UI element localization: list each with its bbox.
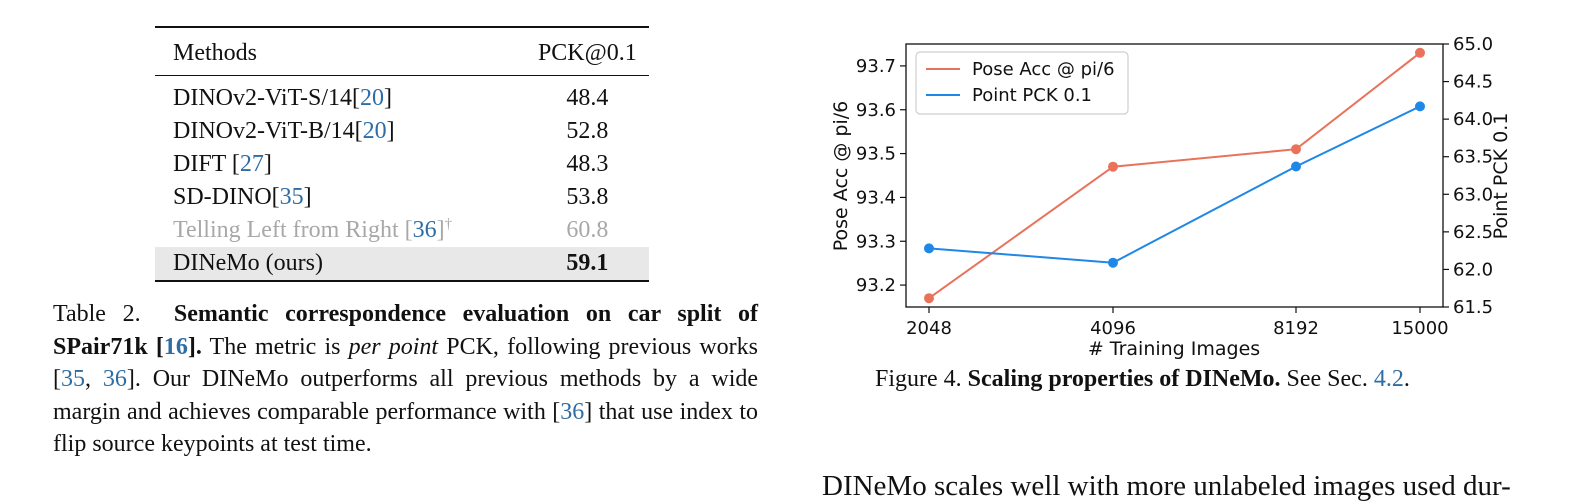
figure-caption-title: Scaling properties of DINeMo. (967, 366, 1281, 392)
header-pck: PCK@0.1 (537, 39, 637, 66)
legend: Pose Acc @ pi/6 Point PCK 0.1 (915, 51, 1129, 115)
data-point-pck (1291, 161, 1301, 172)
value-cell: 48.4 (566, 85, 609, 111)
table-caption: Table 2. Semantic correspondence evaluat… (53, 301, 759, 457)
citation-link[interactable]: 20 (362, 118, 387, 144)
section-link[interactable]: 4.2 (1373, 366, 1404, 392)
left-axis-label: Pose Acc @ pi/6 (830, 101, 852, 252)
x-tick-label: 15000 (1391, 318, 1448, 339)
left-tick-label: 93.6 (856, 100, 896, 121)
x-axis-ticks: 2048 4096 8192 15000 (906, 307, 1449, 339)
plot-frame (905, 43, 1444, 308)
x-tick-label: 4096 (1090, 318, 1136, 339)
series-line-pck (928, 105, 1421, 264)
table-row: SD-DINO[35] 53.8 (155, 181, 649, 214)
series-layer (924, 47, 1425, 304)
method-cell: SD-DINO[35] (173, 184, 312, 210)
caption-title: Semantic correspondence evaluation on ca… (53, 301, 759, 360)
citation-link[interactable]: 20 (360, 85, 385, 111)
left-tick-label: 93.3 (856, 231, 896, 252)
value-cell: 59.1 (525, 247, 649, 281)
citation-link[interactable]: 36 (560, 398, 585, 425)
left-tick-label: 93.7 (856, 56, 896, 77)
citation-link[interactable]: 27 (239, 151, 264, 177)
data-point-pose (1108, 161, 1118, 172)
table-row: Telling Left from Right [36]† 60.8 (155, 214, 649, 247)
legend-label-pose: Pose Acc @ pi/6 (972, 59, 1115, 80)
data-point-pose (1415, 47, 1425, 58)
table-row-ours: DINeMo (ours) 59.1 (155, 247, 649, 281)
value-cell: 48.3 (566, 151, 609, 177)
method-cell: DIFT [27] (173, 151, 272, 177)
right-tick-label: 62.5 (1453, 222, 1493, 243)
method-cell: Telling Left from Right [36]† (173, 216, 453, 243)
right-tick-label: 64.5 (1453, 72, 1493, 93)
x-tick-label: 8192 (1273, 318, 1319, 339)
left-tick-label: 93.5 (856, 144, 896, 165)
method-cell: DINOv2-ViT-B/14[20] (173, 118, 395, 144)
right-tick-label: 61.5 (1453, 297, 1493, 318)
x-axis-label: # Training Images (1088, 338, 1260, 360)
right-tick-label: 64.0 (1453, 109, 1493, 130)
data-point-pose (924, 293, 934, 304)
scaling-chart: 2048 4096 8192 15000 93.293.393.493.593.693… (830, 34, 1512, 360)
table-row: DINOv2-ViT-S/14[20] 48.4 (155, 76, 649, 116)
data-point-pose (1291, 144, 1301, 155)
body-paragraph: DINeMo scales well with more unlabeled i… (822, 470, 1511, 502)
table-row: DIFT [27] 48.3 (155, 148, 649, 181)
header-methods: Methods (173, 39, 257, 66)
method-cell: DINOv2-ViT-S/14[20] (173, 85, 393, 111)
caption-label: Table 2. (53, 301, 141, 327)
value-cell: 53.8 (566, 184, 609, 210)
right-tick-label: 62.0 (1453, 259, 1493, 280)
data-point-pck (1108, 257, 1118, 268)
right-tick-label: 63.0 (1453, 184, 1493, 205)
citation-link[interactable]: 35 (61, 366, 85, 392)
right-axis-ticks: 61.5 62.0 62.5 63.0 63.5 64.0 64.5 65.0 (1443, 34, 1493, 318)
right-tick-label: 63.5 (1453, 147, 1493, 168)
citation-link[interactable]: 16 (163, 333, 188, 360)
dagger-mark: † (444, 216, 453, 232)
results-table-container: Methods PCK@0.1 DINOv2-ViT-S/14[20] 48.4… (155, 26, 649, 282)
legend-box (915, 51, 1129, 115)
left-tick-label: 93.2 (856, 275, 896, 296)
left-tick-label: 93.4 (856, 187, 896, 208)
method-cell: DINeMo (ours) (155, 247, 526, 281)
citation-link[interactable]: 36 (102, 366, 127, 392)
right-axis-label: Point PCK 0.1 (1490, 113, 1512, 240)
value-cell: 52.8 (566, 118, 609, 144)
left-axis-ticks: 93.2 93.3 93.4 93.5 93.6 93.7 (856, 56, 906, 296)
table-header-row: Methods PCK@0.1 (155, 27, 649, 76)
value-cell: 60.8 (566, 217, 609, 243)
legend-label-pck: Point PCK 0.1 (972, 85, 1092, 106)
x-tick-label: 2048 (906, 318, 952, 339)
figure-caption: Figure 4. Scaling properties of DINeMo. … (875, 366, 1410, 392)
citation-link[interactable]: 35 (279, 184, 304, 210)
data-point-pck (924, 243, 934, 254)
series-line-pose (928, 52, 1421, 300)
table-row: DINOv2-ViT-B/14[20] 52.8 (155, 115, 649, 148)
results-table: Methods PCK@0.1 DINOv2-ViT-S/14[20] 48.4… (155, 26, 649, 282)
right-tick-label: 65.0 (1453, 34, 1493, 55)
citation-link[interactable]: 36 (412, 217, 437, 243)
data-point-pck (1415, 101, 1425, 112)
